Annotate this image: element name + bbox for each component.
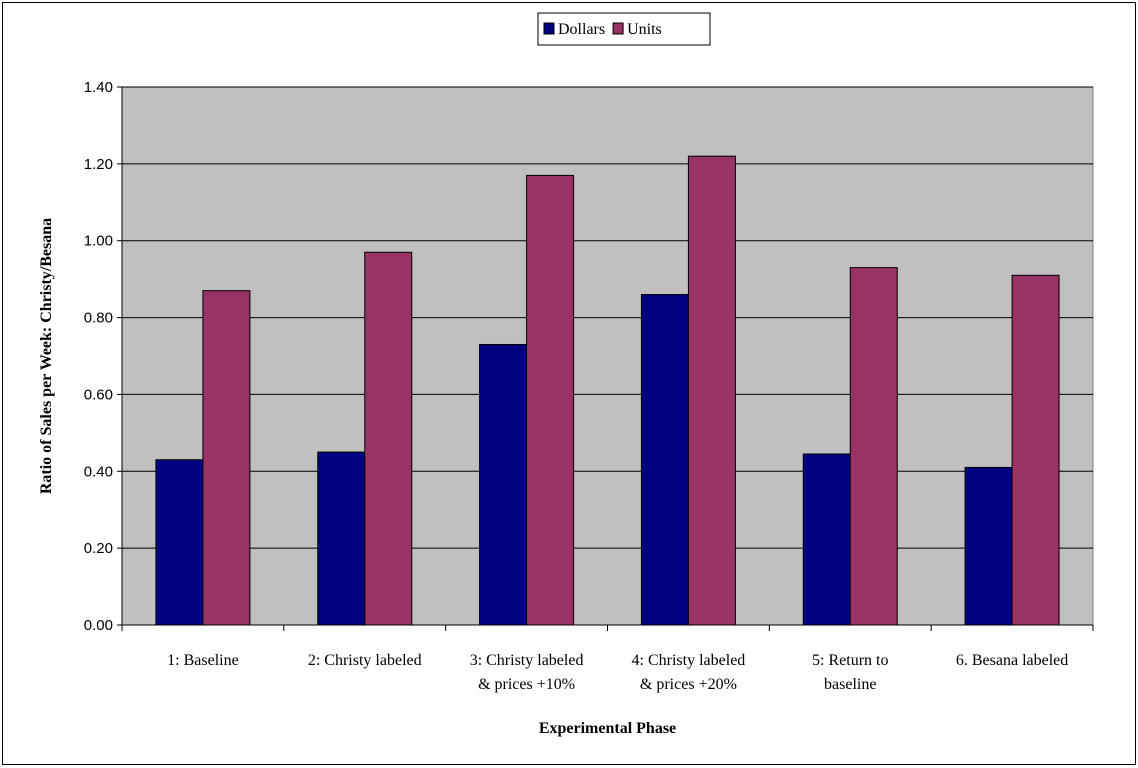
axes bbox=[117, 86, 1094, 631]
legend-label-dollars: Dollars bbox=[558, 21, 605, 38]
x-category-label: 2: Christy labeled bbox=[308, 652, 422, 669]
x-axis-title: Experimental Phase bbox=[539, 720, 676, 737]
x-category-label: 6. Besana labeled bbox=[956, 652, 1068, 669]
legend-swatch-dollars bbox=[543, 22, 555, 35]
plot-area bbox=[121, 86, 1094, 626]
bar-dollars bbox=[479, 343, 528, 626]
bar-dollars bbox=[802, 453, 851, 626]
bar-units bbox=[687, 155, 736, 626]
y-tick-label: 0.60 bbox=[84, 386, 113, 403]
legend-box bbox=[537, 12, 711, 46]
legend-swatch-units bbox=[612, 22, 624, 35]
bar-units bbox=[526, 174, 575, 626]
y-tick-label: 0.00 bbox=[84, 617, 113, 634]
y-tick-label: 0.20 bbox=[84, 540, 113, 557]
bar-dollars bbox=[317, 451, 366, 626]
gridlines bbox=[122, 86, 1093, 549]
legend: Dollars Units bbox=[537, 12, 711, 46]
bar-chart: 0.00 0.20 0.40 0.60 0.80 1.00 1.20 1.40 1: Basel… bbox=[38, 12, 1094, 737]
bar-units bbox=[849, 267, 898, 626]
y-tick-label: 0.80 bbox=[84, 310, 113, 327]
bar-units bbox=[1011, 274, 1060, 626]
plot-background bbox=[121, 86, 1094, 626]
bar-units bbox=[202, 290, 251, 626]
bar-dollars bbox=[964, 466, 1013, 626]
x-category-label: & prices +10% bbox=[478, 676, 575, 693]
y-tick-label: 1.40 bbox=[84, 79, 113, 96]
axis-labels: 0.00 0.20 0.40 0.60 0.80 1.00 1.20 1.40 1: Basel… bbox=[38, 79, 1068, 737]
bar-dollars bbox=[640, 294, 689, 626]
x-category-label: & prices +20% bbox=[640, 676, 737, 693]
x-category-label: baseline bbox=[824, 676, 876, 693]
x-category-label: 1: Baseline bbox=[167, 652, 239, 669]
legend-label-units: Units bbox=[627, 21, 662, 38]
y-tick-label: 1.00 bbox=[84, 233, 113, 250]
y-tick-label: 1.20 bbox=[84, 156, 113, 173]
bar-dollars bbox=[155, 459, 204, 626]
y-tick-label: 0.40 bbox=[84, 463, 113, 480]
y-axis-title: Ratio of Sales per Week: Christy/Besana bbox=[38, 218, 55, 494]
x-category-label: 4: Christy labeled bbox=[632, 652, 746, 669]
bar-units bbox=[364, 251, 413, 626]
x-category-label: 5: Return to bbox=[812, 652, 888, 669]
x-category-label: 3: Christy labeled bbox=[470, 652, 584, 669]
bars bbox=[155, 155, 1060, 626]
